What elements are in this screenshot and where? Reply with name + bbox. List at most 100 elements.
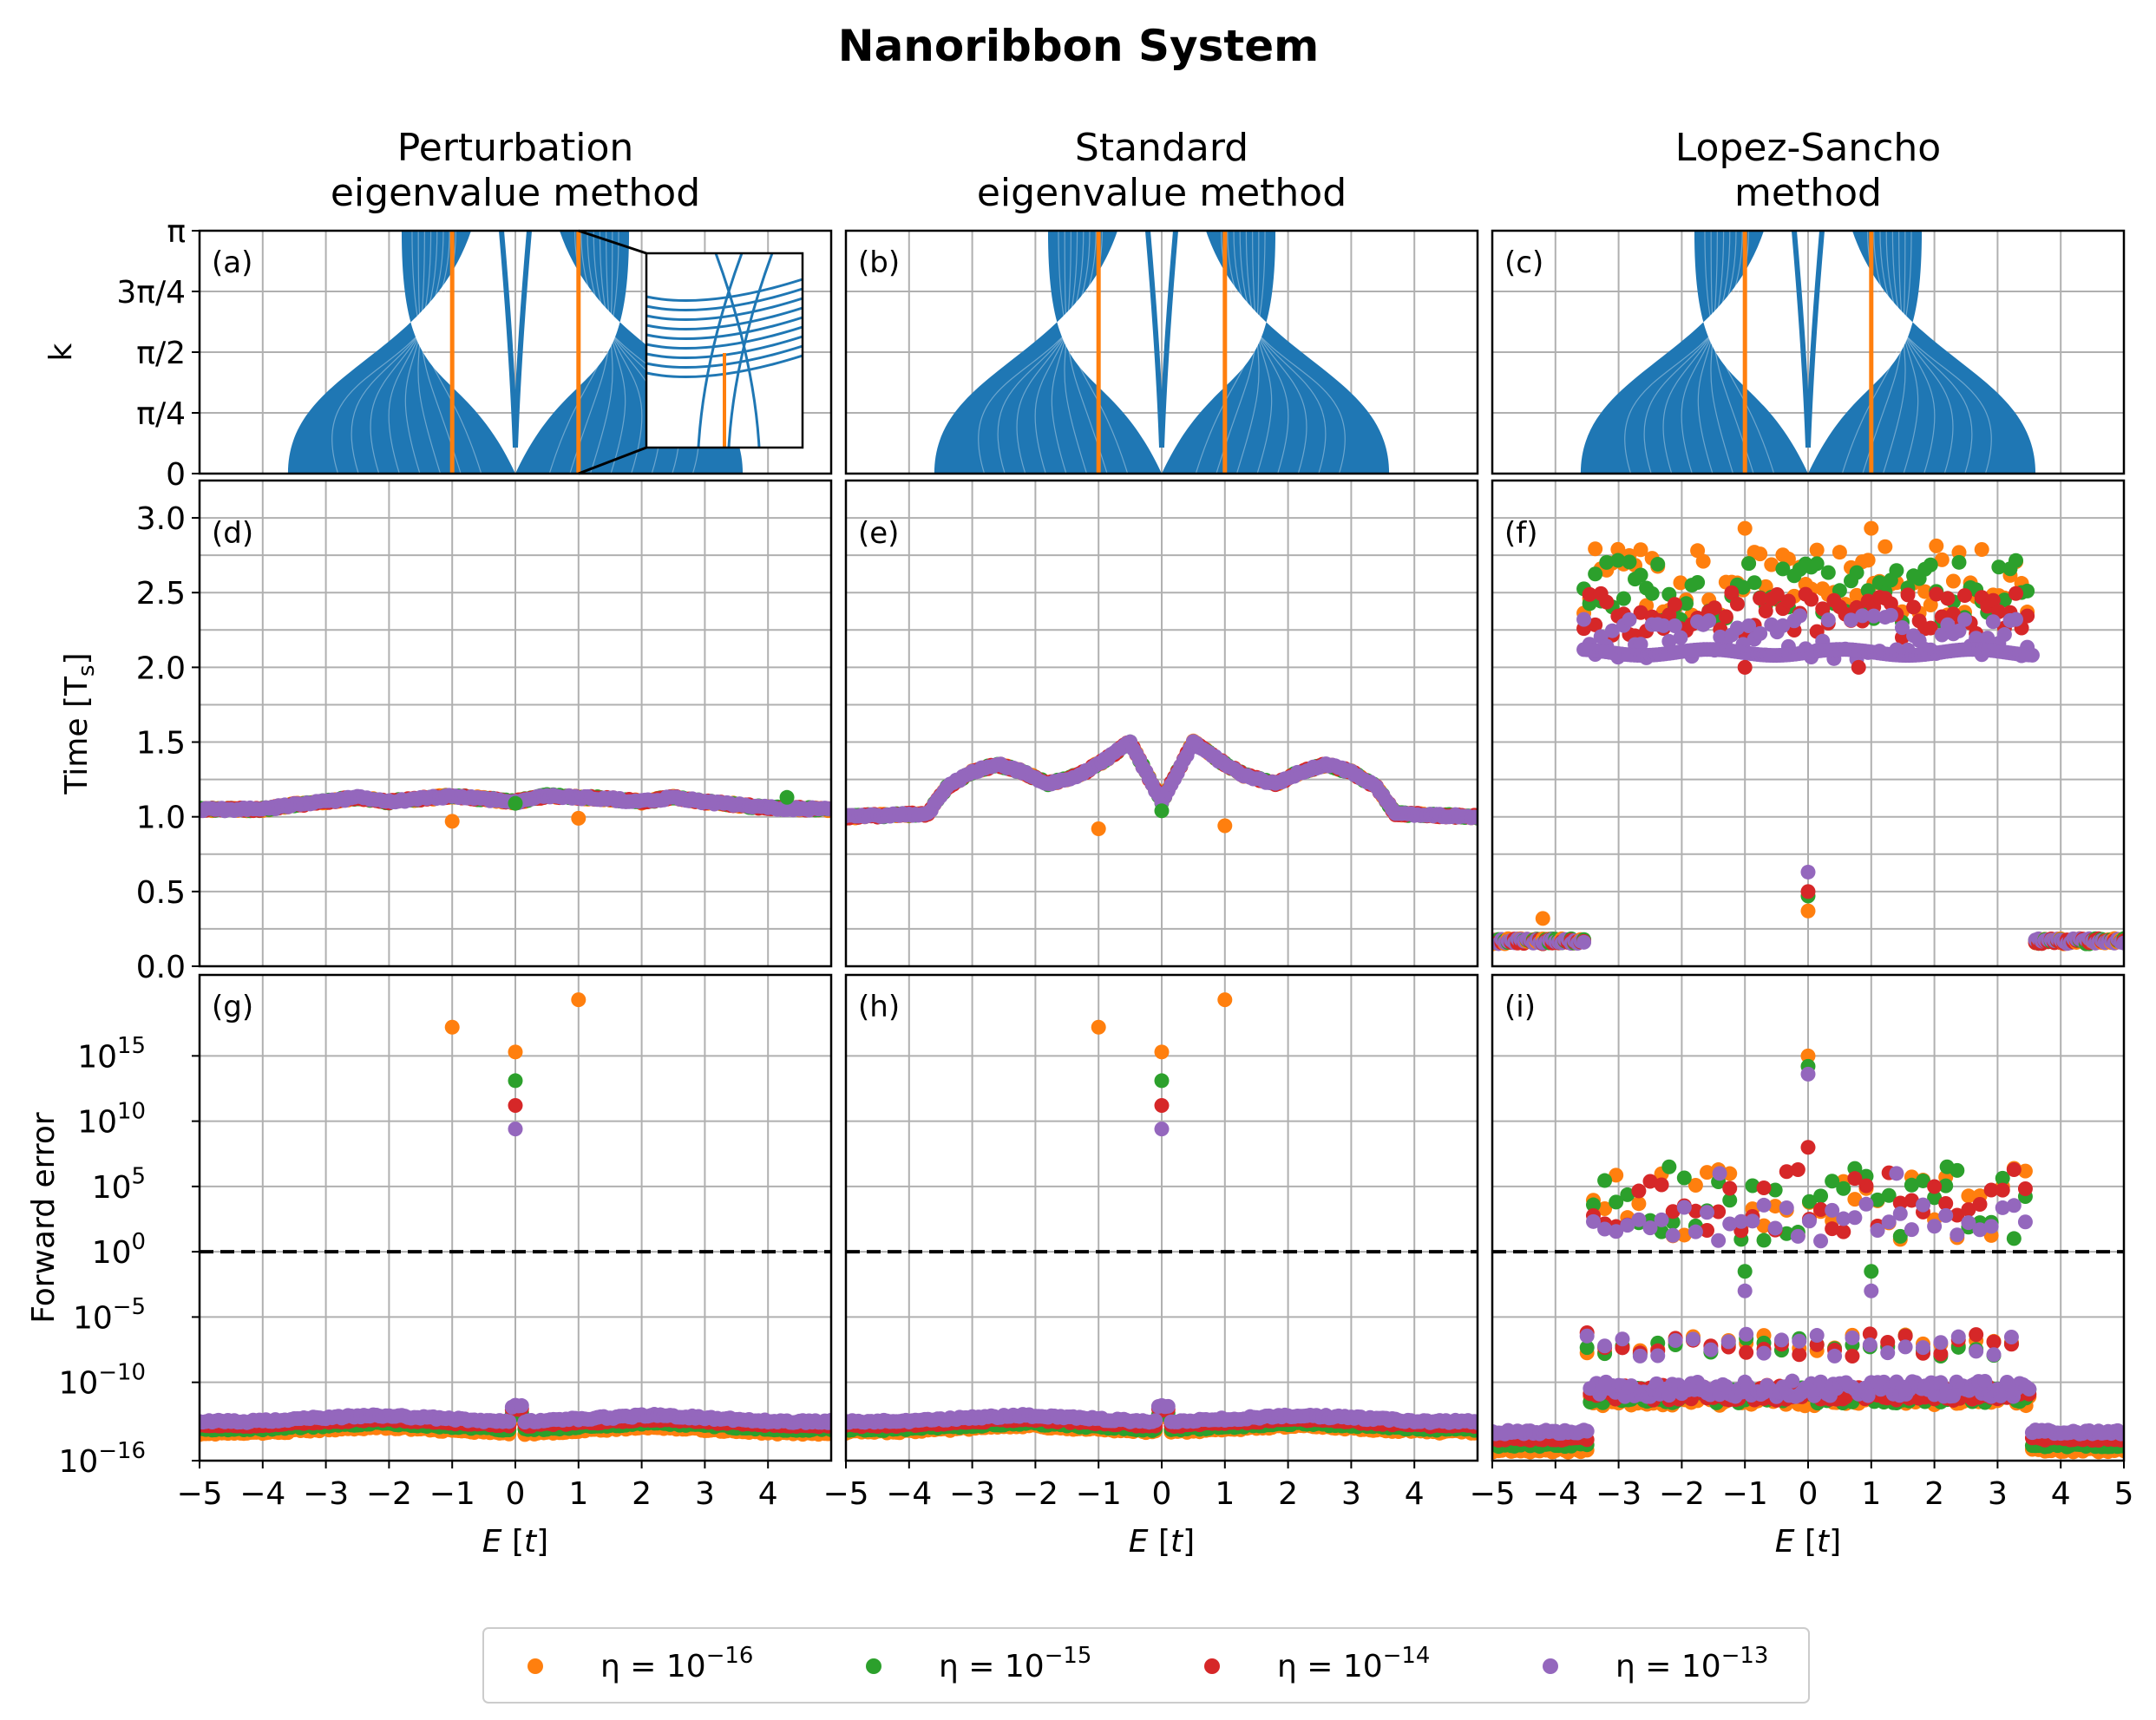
- band-region: [934, 231, 1162, 474]
- y-axis-label-band: k: [43, 343, 79, 361]
- data-point: [1610, 553, 1626, 568]
- data-point: [2020, 583, 2035, 598]
- y-tick-label-error: 1015: [77, 1033, 146, 1075]
- data-point: [2116, 935, 2124, 951]
- y-tick-label-error: 10−10: [59, 1359, 146, 1401]
- outlier-point: [1800, 864, 1816, 880]
- y-tick-label-time: 1.5: [136, 726, 186, 762]
- band-line: [569, 231, 613, 474]
- band-center-line: [1159, 231, 1179, 448]
- y-tick-label-band: 0: [166, 457, 186, 493]
- band-line: [1710, 231, 1754, 474]
- band-line: [417, 231, 442, 474]
- data-point: [1820, 565, 1836, 580]
- data-point: [1690, 574, 1706, 590]
- x-tick-label: −4: [239, 1476, 285, 1512]
- x-tick-label: 4: [758, 1476, 778, 1512]
- panel-label: (a): [212, 245, 252, 280]
- data-point: [1667, 597, 1682, 612]
- inset-connector: [578, 229, 647, 255]
- panel-label: (g): [212, 990, 253, 1024]
- data-point: [1792, 608, 1808, 624]
- outlier-point: [1737, 659, 1753, 675]
- band-region: [287, 231, 515, 474]
- y-tick-label-time: 2.0: [136, 651, 186, 686]
- data-point: [1917, 584, 1933, 599]
- band-line: [1891, 231, 1919, 474]
- outlier-point: [1851, 659, 1866, 675]
- outlier-point: [779, 789, 795, 805]
- band-line: [1879, 231, 1954, 474]
- inset-band-line: [645, 278, 803, 302]
- data-point: [514, 1398, 529, 1414]
- data-point: [1996, 592, 2012, 608]
- panel-time-2: (e): [844, 479, 1479, 968]
- band-line: [1885, 231, 1936, 474]
- panel-error-3: (i)−5 −4 −3 −2 −1 0 1 2 3 4 5E [t]: [1469, 973, 2133, 1560]
- outlier-point: [1091, 821, 1106, 836]
- band-line: [593, 231, 643, 474]
- panel-error-2: (h)−5 −4 −3 −2 −1 0 1 2 3 4E [t]: [822, 973, 1479, 1560]
- band-region: [1162, 231, 1390, 474]
- panel-error-1: (g)−5 −4 −3 −2 −1 0 1 2 3 4E [t]: [176, 973, 833, 1560]
- data-point: [1929, 538, 1944, 553]
- x-tick-label: −3: [949, 1476, 995, 1512]
- outlier-point: [1535, 911, 1550, 926]
- outlier-point: [571, 992, 587, 1008]
- panel-label: (e): [858, 516, 899, 551]
- data-point: [1622, 612, 1637, 628]
- column-title-1-line-2: eigenvalue method: [331, 171, 700, 215]
- inset-band-line: [645, 287, 803, 311]
- data-point: [823, 801, 831, 816]
- data-point: [1753, 625, 1768, 641]
- inset-band-line: [727, 252, 774, 448]
- data-point: [1633, 567, 1648, 583]
- data-point: [823, 1412, 831, 1428]
- panel-time-1: (d): [198, 479, 833, 968]
- data-point: [1991, 559, 2007, 575]
- data-point: [1588, 566, 1603, 582]
- panel-label: (f): [1504, 516, 1538, 551]
- outlier-point: [508, 795, 523, 811]
- data-point: [1906, 599, 1922, 615]
- outlier-point: [1217, 992, 1233, 1008]
- panel-band-3: (c): [1491, 229, 2126, 475]
- y-axis-label-error: Forward error: [26, 1112, 62, 1324]
- panel-label: (d): [212, 516, 253, 551]
- x-tick-label: 3: [1341, 1476, 1361, 1512]
- band-line: [1239, 231, 1289, 474]
- outlier-point: [508, 1044, 523, 1060]
- data-point: [1923, 620, 1938, 636]
- x-tick-label: 2: [632, 1476, 652, 1512]
- data-point: [1741, 556, 1757, 572]
- data-point: [1764, 557, 1779, 572]
- panel-label: (b): [858, 245, 900, 280]
- band-line: [1233, 231, 1307, 474]
- band-line: [411, 231, 482, 474]
- column-title-3-line-2: method: [1734, 171, 1882, 215]
- x-tick-label: 0: [506, 1476, 526, 1512]
- data-point: [1615, 591, 1631, 606]
- data-point: [1729, 620, 1745, 636]
- data-point: [1775, 618, 1791, 633]
- data-point: [1673, 575, 1688, 591]
- band-line: [1862, 231, 1906, 474]
- inset-band-line: [645, 344, 803, 369]
- data-point: [1844, 612, 1859, 628]
- data-point: [1951, 623, 1967, 638]
- data-point: [1622, 554, 1637, 570]
- data-point: [1753, 546, 1768, 562]
- data-point: [1985, 592, 2001, 608]
- band-line: [1051, 231, 1078, 474]
- band-center-line: [1144, 231, 1164, 448]
- data-point: [1741, 618, 1757, 634]
- inset-band-line: [645, 354, 803, 378]
- data-point: [1866, 608, 1882, 624]
- outlier-point: [1154, 803, 1170, 819]
- data-point: [1667, 618, 1682, 633]
- inset: [645, 252, 803, 448]
- outlier-point: [508, 1073, 523, 1089]
- inset-band-line: [645, 325, 803, 350]
- column-title-2-line-1: Standard: [1075, 126, 1248, 170]
